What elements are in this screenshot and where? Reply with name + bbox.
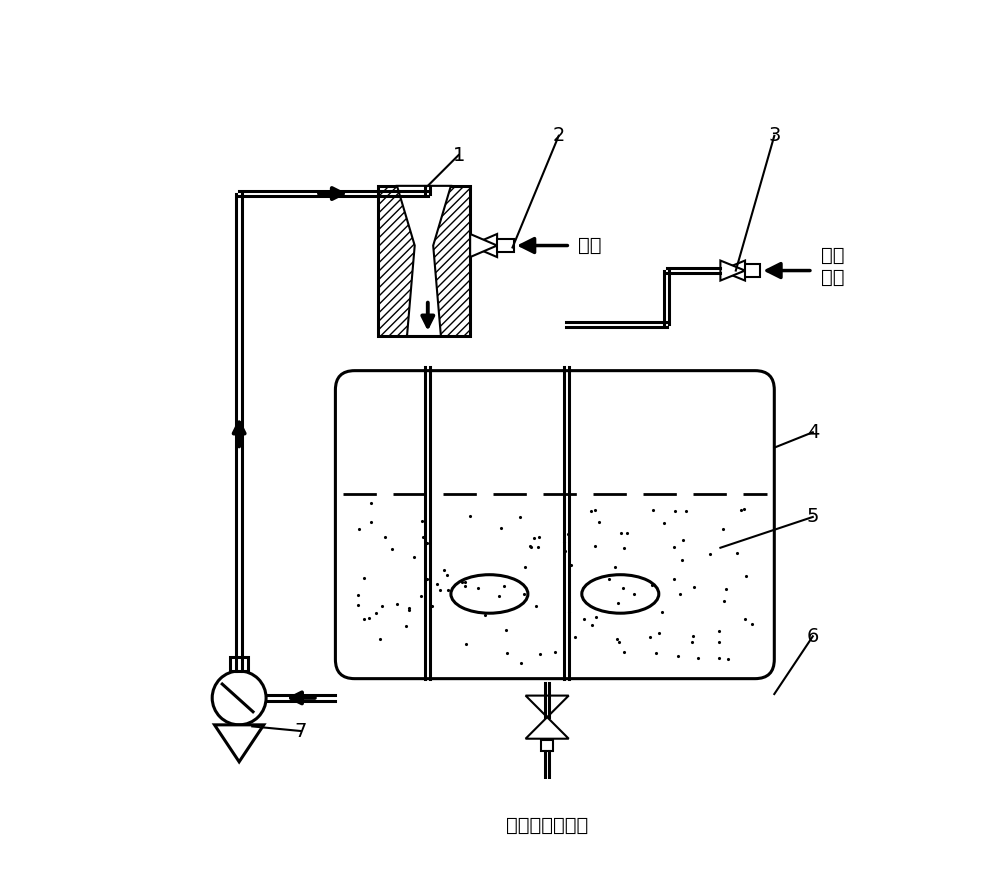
Text: 6: 6: [807, 626, 819, 646]
Text: 3: 3: [768, 126, 780, 145]
Text: 1: 1: [452, 145, 465, 164]
Text: 2: 2: [553, 126, 565, 145]
Bar: [541, 740, 553, 751]
Text: 熟石
灰浆: 熟石 灰浆: [821, 246, 844, 287]
Text: 7: 7: [295, 722, 307, 740]
Bar: [745, 264, 760, 276]
Text: 5: 5: [807, 507, 819, 527]
Text: 纳米碳酸钙浆液: 纳米碳酸钙浆液: [506, 816, 588, 835]
Polygon shape: [526, 718, 569, 738]
Text: 窑气: 窑气: [578, 236, 601, 255]
Bar: [378, 186, 470, 336]
Polygon shape: [526, 696, 569, 717]
Polygon shape: [397, 186, 451, 336]
Polygon shape: [470, 234, 497, 257]
Polygon shape: [720, 261, 745, 281]
Polygon shape: [470, 234, 497, 257]
Bar: [497, 239, 514, 253]
Polygon shape: [215, 724, 264, 762]
Circle shape: [212, 671, 266, 724]
Bar: [230, 657, 248, 671]
Text: 4: 4: [807, 423, 819, 442]
Polygon shape: [720, 261, 745, 281]
